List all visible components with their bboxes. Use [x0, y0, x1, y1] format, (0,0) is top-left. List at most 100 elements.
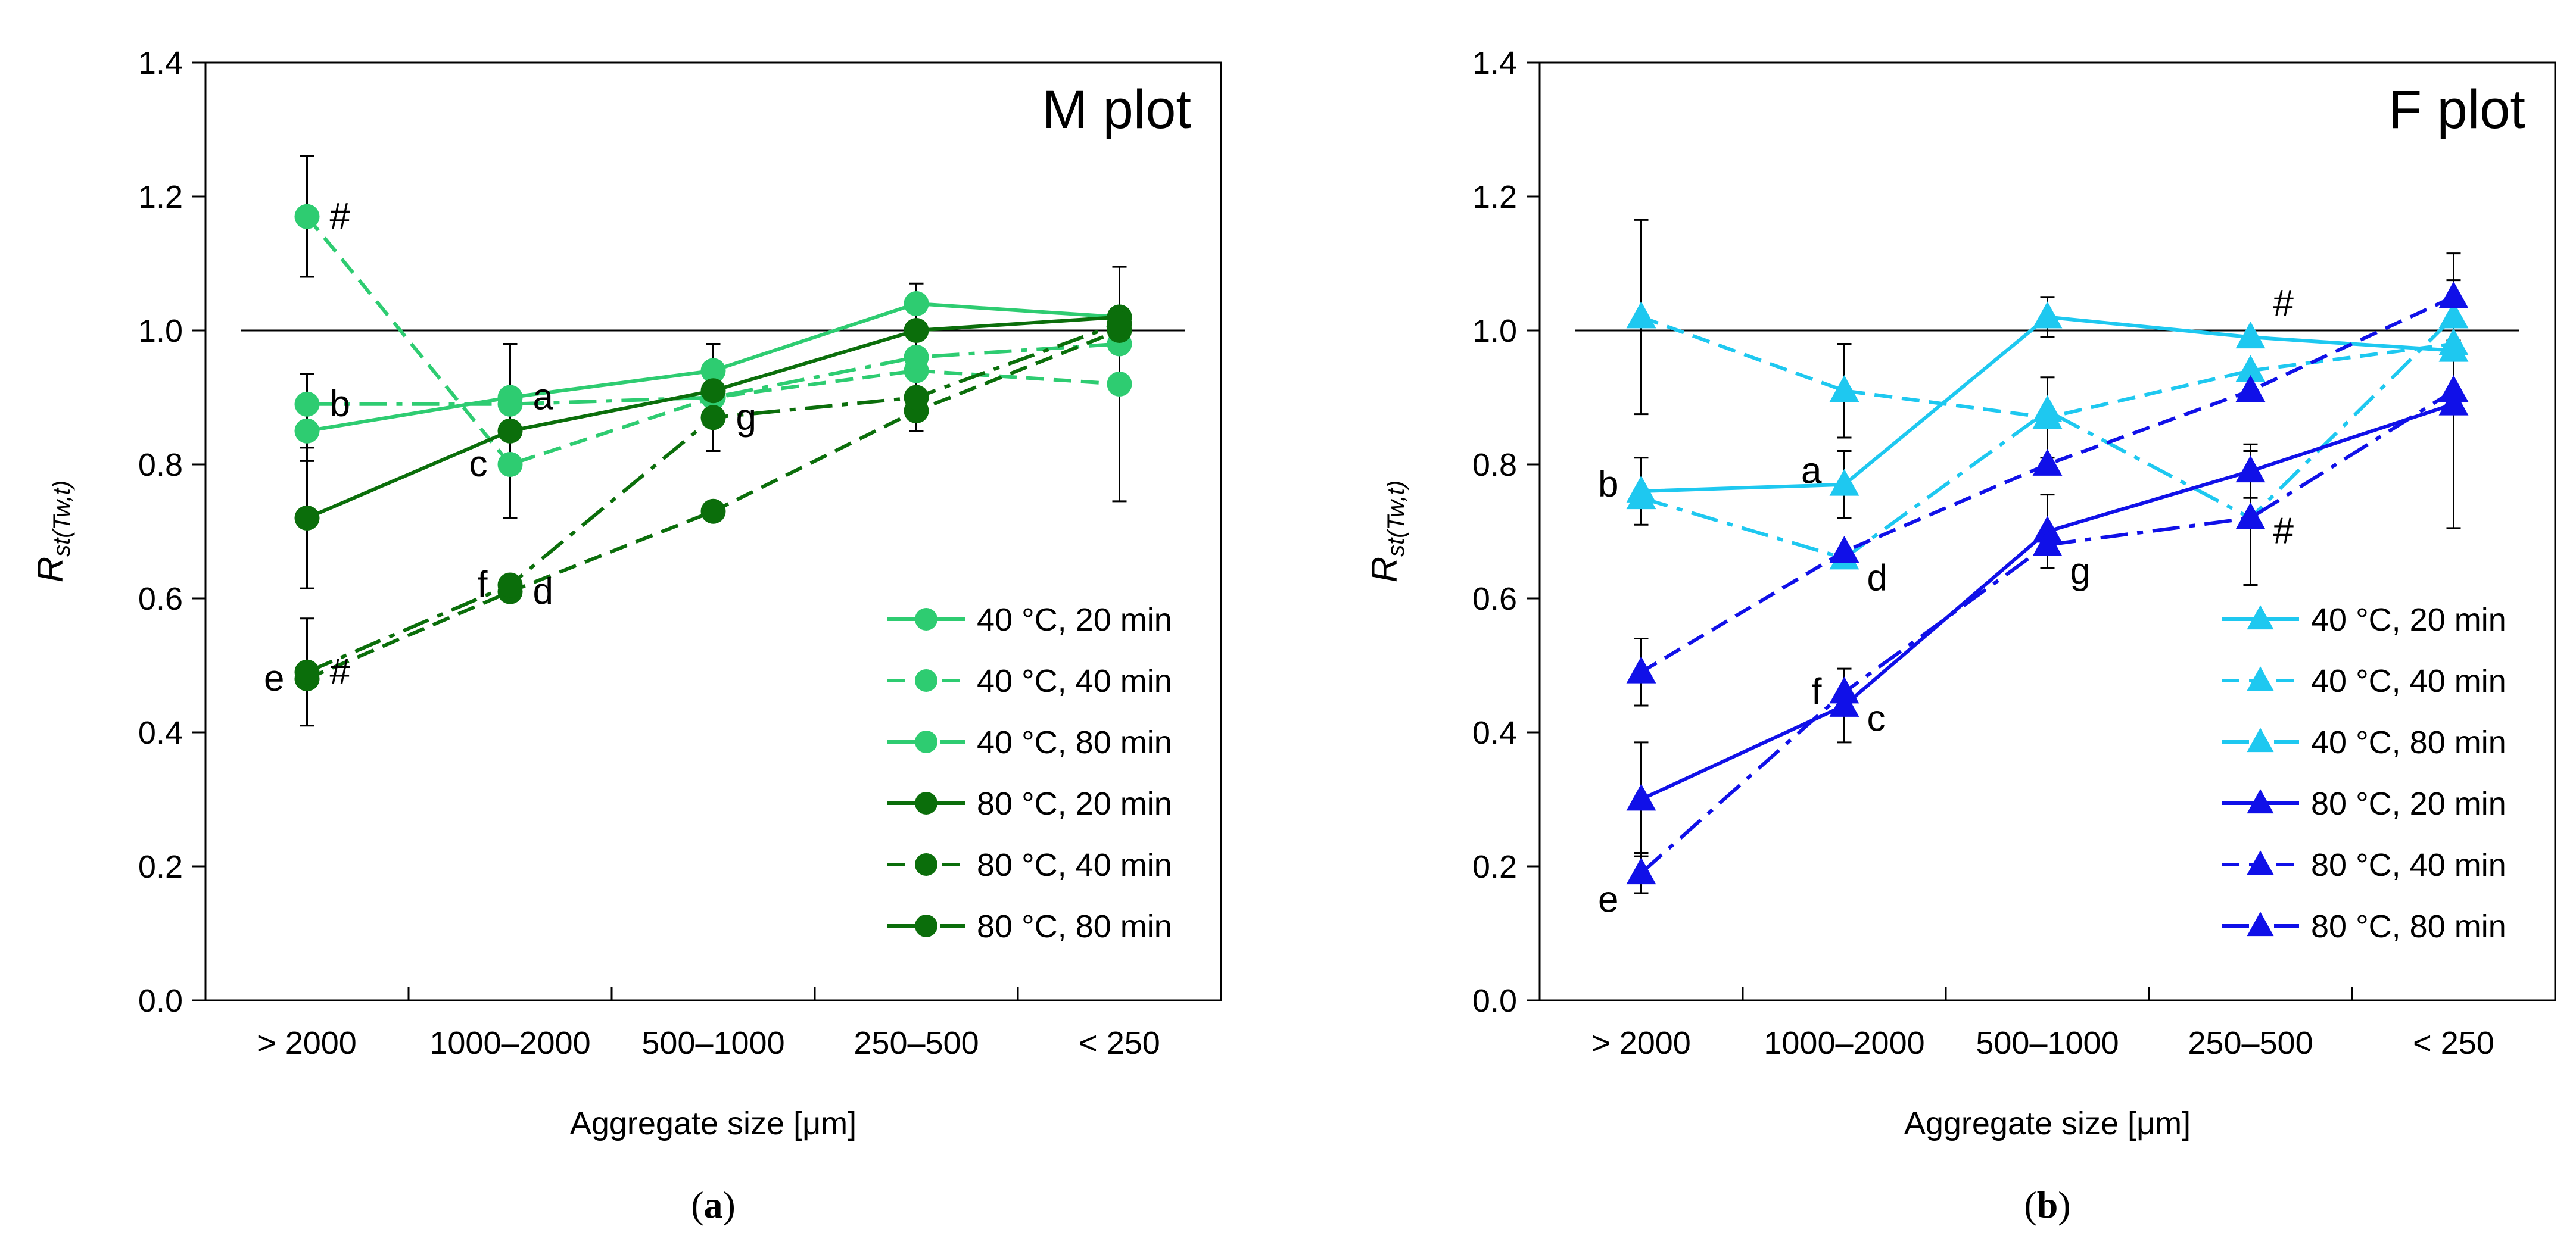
legend-swatch-marker: [915, 731, 937, 753]
annotation-label: d: [1867, 557, 1887, 598]
data-point: [2235, 455, 2266, 483]
data-point: [1829, 536, 1859, 563]
series-80-c-80-min: [294, 311, 1132, 685]
series-line: [1640, 389, 2455, 875]
legend-swatch-marker: [2247, 789, 2274, 814]
data-point: [700, 498, 726, 524]
annotation-label: #: [2273, 511, 2294, 552]
y-tick-label: 1.4: [138, 45, 183, 81]
y-tick-label: 0.4: [1472, 715, 1517, 751]
x-tick-label: < 250: [2413, 1025, 2494, 1061]
x-tick-label: 250–500: [2188, 1025, 2313, 1061]
legend-item-40-c-80-min: 40 °C, 80 min: [2222, 725, 2506, 760]
legend-swatch-marker: [915, 792, 937, 815]
annotation-label: e: [1598, 879, 1618, 920]
x-tick-label: 1000–2000: [1764, 1025, 1924, 1061]
data-point: [1626, 482, 1656, 510]
data-point: [2438, 328, 2469, 355]
legend-swatch-marker: [2247, 605, 2274, 630]
data-point: [1626, 301, 1656, 329]
y-tick-label: 1.4: [1472, 45, 1517, 81]
legend-item-80-c-40-min: 80 °C, 40 min: [887, 847, 1172, 883]
data-point: [2032, 529, 2063, 556]
annotation-label: d: [533, 571, 553, 612]
annotation-label: b: [330, 383, 350, 425]
data-point: [294, 659, 320, 685]
data-point: [904, 345, 929, 370]
legend-swatch-marker: [915, 608, 937, 631]
x-tick-label: 1000–2000: [429, 1025, 590, 1061]
y-axis-label-main: R: [1365, 557, 1404, 582]
data-point: [2235, 322, 2266, 349]
y-tick-label: 0.6: [138, 581, 183, 617]
legend-item-80-c-40-min: 80 °C, 40 min: [2222, 847, 2506, 883]
data-point: [700, 378, 726, 404]
annotation-label: c: [1867, 698, 1886, 739]
legend-swatch-marker: [915, 669, 937, 692]
data-point: [2438, 281, 2469, 308]
series-80-c-80-min: [1626, 375, 2469, 885]
legend-label: 80 °C, 20 min: [2311, 786, 2506, 822]
legend-label: 80 °C, 80 min: [2311, 909, 2506, 944]
data-point: [294, 204, 320, 229]
data-point: [2235, 375, 2266, 402]
y-tick-label: 0.6: [1472, 581, 1517, 617]
data-point: [1626, 784, 1656, 811]
legend: 40 °C, 20 min 40 °C, 40 min 40 °C, 80 min 8…: [2222, 602, 2506, 944]
panel-caption: (b): [2024, 1184, 2070, 1226]
annotation-layer: # b # e a c f d g: [264, 196, 756, 699]
data-point: [904, 385, 929, 410]
data-point: [904, 291, 929, 316]
legend-swatch-marker: [915, 853, 937, 876]
x-axis-label: Aggregate size [μm]: [1904, 1106, 2191, 1141]
legend-label: 40 °C, 40 min: [977, 663, 1172, 699]
y-tick-label: 0.8: [138, 447, 183, 483]
legend-swatch-marker: [2247, 666, 2274, 691]
annotation-label: c: [469, 444, 488, 485]
data-point: [1107, 311, 1132, 336]
y-tick-label: 0.8: [1472, 447, 1517, 483]
legend-item-40-c-40-min: 40 °C, 40 min: [2222, 663, 2506, 699]
legend-item-40-c-20-min: 40 °C, 20 min: [887, 602, 1172, 638]
data-point: [497, 391, 523, 417]
data-point: [2438, 301, 2469, 329]
legend-label: 40 °C, 80 min: [2311, 725, 2506, 760]
data-point: [1829, 469, 1859, 496]
y-tick-label: 0.0: [138, 983, 183, 1019]
data-point: [700, 405, 726, 430]
legend-item-40-c-20-min: 40 °C, 20 min: [2222, 602, 2506, 638]
x-tick-label: > 2000: [1591, 1025, 1691, 1061]
legend-label: 80 °C, 80 min: [977, 909, 1172, 944]
series-layer: [294, 204, 1132, 691]
series-layer: [1626, 281, 2469, 885]
annotation-label: f: [477, 564, 488, 606]
annotation-label: #: [330, 651, 351, 692]
data-point: [1626, 656, 1656, 684]
legend-swatch-marker: [2247, 728, 2274, 753]
x-tick-label: 500–1000: [1976, 1025, 2119, 1061]
legend-label: 80 °C, 40 min: [977, 847, 1172, 883]
chart-panel-b: 0.0 0.2 0.4 0.6 0.8 1.0 1.2 1.4 > 2000 1000–2000 5…: [1365, 45, 2556, 1226]
legend-label: 40 °C, 40 min: [2311, 663, 2506, 699]
x-tick-label: < 250: [1079, 1025, 1160, 1061]
y-tick-label: 0.0: [1472, 983, 1517, 1019]
plot-area-frame: [1538, 61, 2556, 1001]
data-point: [1829, 375, 1859, 402]
data-point: [1107, 372, 1132, 397]
data-point: [2235, 502, 2266, 529]
series-line: [1640, 295, 2454, 674]
annotation-label: #: [2273, 283, 2294, 324]
axis-ticks: 0.0 0.2 0.4 0.6 0.8 1.0 1.2 1.4 > 2000 1000–2000 5…: [1472, 45, 2494, 1061]
y-tick-label: 0.2: [1472, 849, 1517, 885]
legend-item-80-c-80-min: 80 °C, 80 min: [887, 909, 1172, 944]
legend-item-40-c-40-min: 40 °C, 40 min: [887, 663, 1172, 699]
data-point: [2032, 301, 2063, 329]
annotation-label: g: [2070, 551, 2091, 592]
annotation-label: #: [330, 196, 351, 237]
y-tick-label: 0.4: [138, 715, 183, 751]
legend-swatch-marker: [2247, 912, 2274, 937]
x-tick-label: 250–500: [854, 1025, 979, 1061]
legend-item-80-c-20-min: 80 °C, 20 min: [887, 786, 1172, 822]
